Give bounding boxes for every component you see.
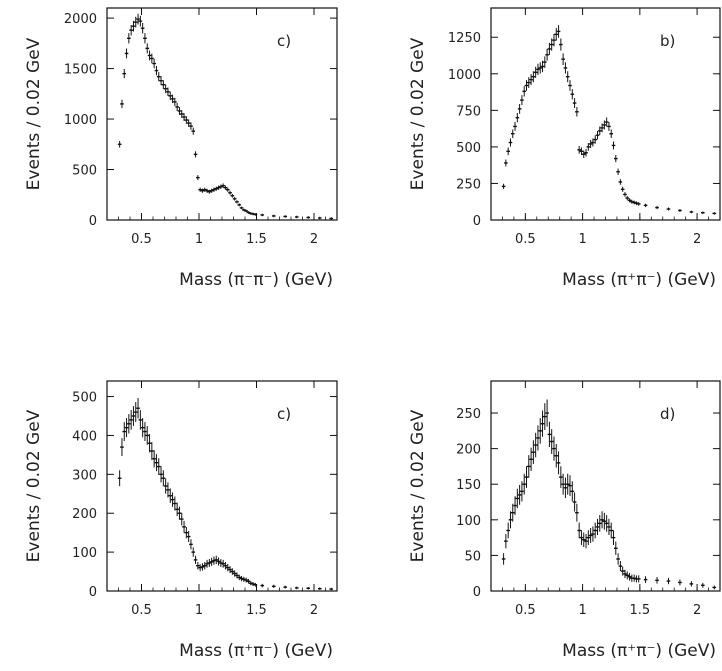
panel-4-ytick-label: 50 [464, 549, 481, 564]
panel-3-label: c) [277, 405, 291, 423]
panel-4-ytick-label: 0 [473, 585, 481, 600]
panel-3-ytick-label: 300 [72, 468, 97, 483]
panel-4-ylabel: Events / 0.02 GeV [408, 409, 428, 562]
panel-3-xtick-label: 1.5 [246, 603, 267, 618]
panel-2-xtick-label: 1.5 [630, 232, 651, 247]
panel-1-ytick-label: 1500 [64, 63, 97, 78]
panel-2-xlabel: Mass (π⁺π⁻) (GeV) [562, 270, 716, 290]
panel-4-label: d) [660, 405, 675, 423]
panel-2-ytick-label: 250 [456, 177, 481, 192]
panel-1-ytick-label: 0 [89, 214, 97, 229]
panel-3-ytick-label: 200 [72, 507, 97, 522]
panel-3-ylabel: Events / 0.02 GeV [24, 409, 44, 562]
panel-1-ytick-label: 1000 [64, 113, 97, 128]
panel-3-frame [106, 380, 338, 592]
panel-1-xtick-label: 1.5 [246, 232, 267, 247]
panel-3-ytick-label: 400 [72, 429, 97, 444]
panel-3-xtick-label: 2 [310, 603, 318, 618]
panel-3-ytick-label: 0 [89, 585, 97, 600]
panel-4-xlabel: Mass (π⁺π⁻) (GeV) [562, 641, 716, 661]
panel-3-xtick-label: 1 [195, 603, 203, 618]
panel-4-ytick-label: 250 [456, 407, 481, 422]
panel-2-xtick-label: 0.5 [515, 232, 536, 247]
panel-3-xlabel: Mass (π⁺π⁻) (GeV) [179, 641, 333, 661]
panel-2-ytick-label: 750 [456, 104, 481, 119]
panel-4-xtick-label: 1.5 [630, 603, 651, 618]
panel-1-ytick-label: 2000 [64, 12, 97, 27]
panel-1-xtick-label: 0.5 [131, 232, 152, 247]
panel-1-xtick-label: 1 [195, 232, 203, 247]
panel-1-frame [106, 7, 338, 221]
panel-1-xtick-label: 2 [310, 232, 318, 247]
panel-1-ylabel: Events / 0.02 GeV [24, 37, 44, 190]
panel-1-xlabel: Mass (π⁻π⁻) (GeV) [179, 270, 333, 290]
panel-4-xtick-label: 1 [578, 603, 586, 618]
panel-3-ytick-label: 100 [72, 546, 97, 561]
panel-2-ytick-label: 1000 [448, 68, 481, 83]
panel-2-xtick-label: 1 [578, 232, 586, 247]
panel-4-ytick-label: 100 [456, 514, 481, 529]
panel-2-label: b) [660, 32, 675, 50]
panel-3-xtick-label: 0.5 [131, 603, 152, 618]
panel-4-xtick-label: 2 [693, 603, 701, 618]
panel-4-xtick-label: 0.5 [515, 603, 536, 618]
panel-2-xtick-label: 2 [693, 232, 701, 247]
panel-4-ytick-label: 200 [456, 443, 481, 458]
panel-2-ytick-label: 1250 [448, 31, 481, 46]
panel-2-ytick-label: 500 [456, 141, 481, 156]
panel-4-frame [490, 380, 721, 592]
panel-1-label: c) [277, 32, 291, 50]
panel-2-frame [490, 7, 721, 221]
panel-1-ytick-label: 500 [72, 164, 97, 179]
panel-4-ytick-label: 150 [456, 478, 481, 493]
panel-3-ytick-label: 500 [72, 391, 97, 406]
panel-2-ytick-label: 0 [473, 214, 481, 229]
panel-2-ylabel: Events / 0.02 GeV [408, 37, 428, 190]
